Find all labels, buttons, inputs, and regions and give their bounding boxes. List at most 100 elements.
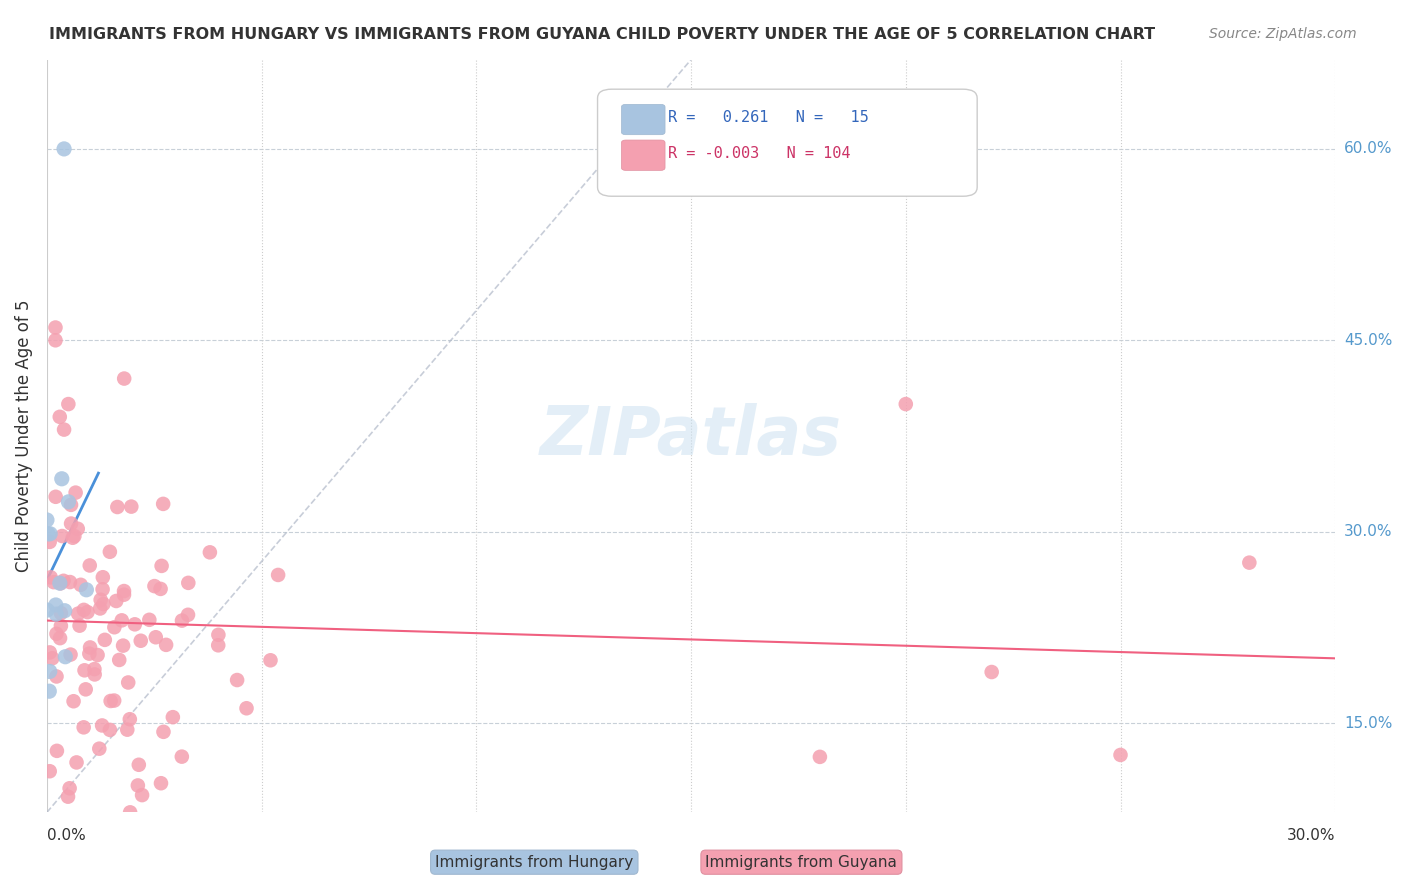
Point <box>62 531 84 545</box>
Point <box>58 397 80 411</box>
Point <box>150 558 173 573</box>
Text: Immigrants from Guyana: Immigrants from Guyana <box>706 855 897 870</box>
Point <box>60 516 83 531</box>
Point <box>128 757 150 772</box>
Point <box>49 606 72 620</box>
Point <box>259 653 281 667</box>
Point <box>38 645 60 659</box>
Point <box>120 805 142 820</box>
Point <box>177 607 200 622</box>
Point <box>58 495 80 509</box>
Point <box>44 333 66 347</box>
Point <box>79 640 101 655</box>
Text: 0.0%: 0.0% <box>46 828 86 843</box>
Point <box>59 575 82 590</box>
Point <box>89 601 111 615</box>
Point <box>112 584 135 599</box>
Point <box>149 776 172 790</box>
Point <box>207 638 229 652</box>
Point <box>980 665 1002 679</box>
Point <box>38 684 60 698</box>
Point <box>49 576 72 591</box>
Point <box>105 594 128 608</box>
Point <box>42 575 65 590</box>
Point <box>49 631 72 645</box>
Point <box>38 764 60 779</box>
Point <box>155 638 177 652</box>
Point <box>894 397 917 411</box>
Point <box>53 423 76 437</box>
Text: 15.0%: 15.0% <box>1344 715 1392 731</box>
Point <box>1239 556 1261 570</box>
Point <box>39 570 62 584</box>
Point <box>118 712 141 726</box>
Point <box>76 605 98 619</box>
Point <box>117 723 139 737</box>
Point <box>73 663 96 677</box>
Point <box>63 529 86 543</box>
Point <box>127 779 149 793</box>
Text: 30.0%: 30.0% <box>1344 524 1392 539</box>
Point <box>52 574 75 588</box>
Point <box>45 598 67 612</box>
Point <box>73 603 96 617</box>
Point <box>67 607 90 621</box>
Point <box>235 701 257 715</box>
Point <box>89 741 111 756</box>
Point <box>45 490 67 504</box>
Text: Source: ZipAtlas.com: Source: ZipAtlas.com <box>1209 27 1357 41</box>
Point <box>73 720 96 734</box>
Point <box>112 371 135 385</box>
Point <box>45 627 67 641</box>
Point <box>66 522 89 536</box>
Point <box>59 648 82 662</box>
Text: 30.0%: 30.0% <box>1286 828 1336 843</box>
Point <box>145 630 167 644</box>
Point <box>91 582 114 597</box>
Point <box>91 718 114 732</box>
Point <box>170 749 193 764</box>
Point <box>83 667 105 681</box>
Point <box>117 675 139 690</box>
Point <box>75 582 97 597</box>
Point <box>198 545 221 559</box>
Point <box>98 545 121 559</box>
Point <box>162 710 184 724</box>
Point <box>170 614 193 628</box>
Text: R =   0.261   N =   15: R = 0.261 N = 15 <box>668 111 869 125</box>
Point <box>129 633 152 648</box>
Point <box>51 529 73 543</box>
Point <box>124 617 146 632</box>
Point <box>94 632 117 647</box>
Point <box>41 651 63 665</box>
Point <box>79 647 101 661</box>
Point <box>149 582 172 596</box>
Point <box>100 694 122 708</box>
Point <box>112 588 135 602</box>
Point <box>103 693 125 707</box>
Text: 60.0%: 60.0% <box>1344 142 1392 156</box>
Point <box>49 576 72 591</box>
Text: R = -0.003   N = 104: R = -0.003 N = 104 <box>668 146 851 161</box>
Point <box>103 620 125 634</box>
Point <box>65 756 87 770</box>
Point <box>105 500 128 514</box>
Point <box>37 527 59 541</box>
Point <box>83 662 105 676</box>
Point <box>62 694 84 708</box>
Point <box>38 665 60 679</box>
Point <box>93 597 115 611</box>
Point <box>1109 747 1132 762</box>
Point <box>45 607 67 621</box>
Point <box>177 575 200 590</box>
Point <box>59 781 82 796</box>
Point <box>49 619 72 633</box>
Point <box>53 142 76 156</box>
Point <box>53 604 76 618</box>
Point <box>108 653 131 667</box>
Point <box>60 498 83 512</box>
Point <box>75 682 97 697</box>
Point <box>65 485 87 500</box>
Point <box>207 628 229 642</box>
Text: ZIPatlas: ZIPatlas <box>540 403 842 469</box>
